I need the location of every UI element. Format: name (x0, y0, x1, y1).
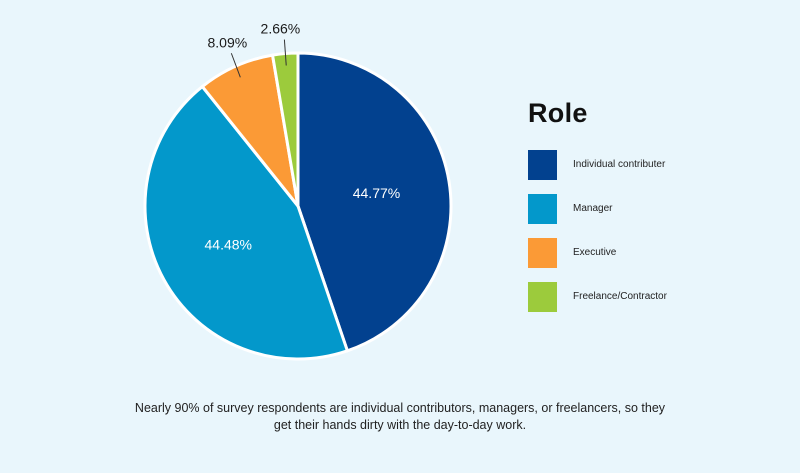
slice-value-label: 8.09% (207, 34, 247, 50)
legend-label: Individual contributer (573, 159, 666, 170)
legend-item-freelance-contractor: Freelance/Contractor (528, 281, 667, 312)
legend-label: Manager (573, 203, 613, 214)
caption-line-2: get their hands dirty with the day-to-da… (273, 418, 527, 432)
legend-swatch (528, 149, 557, 180)
legend-title: Role (528, 98, 588, 128)
chart-caption: Nearly 90% of survey respondents are ind… (0, 400, 800, 434)
label-leader-line (230, 53, 241, 78)
slice-value-label: 2.66% (261, 21, 301, 37)
legend: Role Individual contributer Manager Exec… (528, 98, 667, 325)
legend-item-executive: Executive (528, 237, 667, 268)
legend-label: Executive (573, 247, 617, 258)
slice-value-label: 44.48% (205, 236, 252, 252)
label-leader-line (283, 39, 287, 66)
legend-swatch (528, 281, 557, 312)
legend-swatch (528, 193, 557, 224)
pie-slice-manager (143, 85, 349, 361)
slice-value-label: 44.77% (353, 185, 400, 201)
caption-line-1: Nearly 90% of survey respondents are ind… (134, 401, 666, 415)
legend-label: Freelance/Contractor (573, 291, 667, 302)
legend-item-individual-contributer: Individual contributer (528, 149, 667, 180)
legend-item-manager: Manager (528, 193, 667, 224)
pie-slice-individual-contributer (296, 51, 453, 353)
legend-swatch (528, 237, 557, 268)
